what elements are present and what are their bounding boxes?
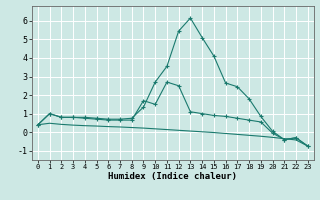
X-axis label: Humidex (Indice chaleur): Humidex (Indice chaleur): [108, 172, 237, 181]
